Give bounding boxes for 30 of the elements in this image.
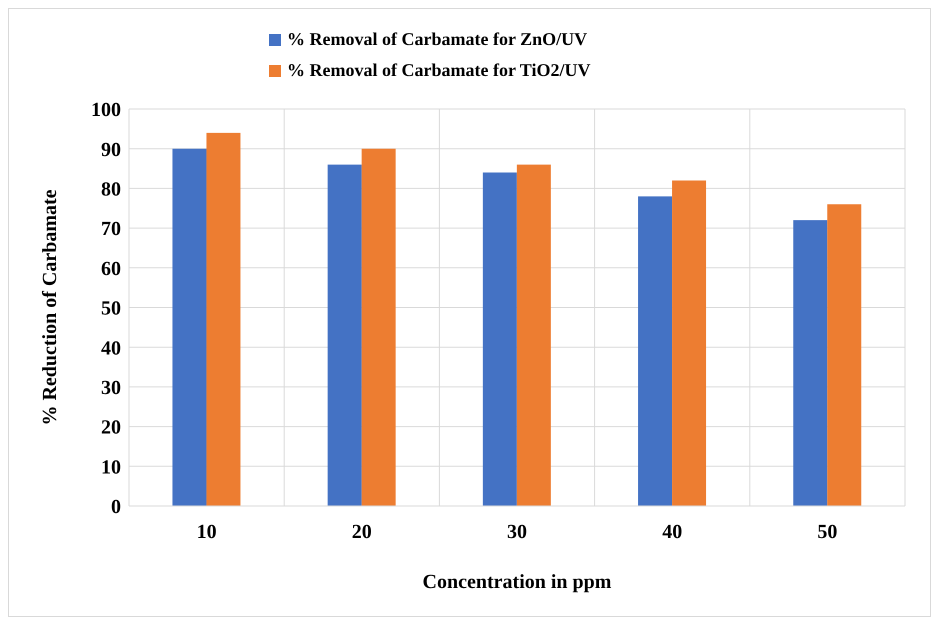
y-tick-label: 50 — [101, 298, 121, 320]
y-tick-label: 60 — [101, 258, 121, 280]
bar — [827, 204, 862, 506]
y-tick-label: 100 — [91, 99, 121, 122]
bar — [206, 132, 240, 506]
y-axis-title: % Reduction of Carbamate — [39, 189, 62, 426]
bar — [328, 164, 362, 506]
y-tick-label: 20 — [101, 416, 121, 439]
y-tick-label: 90 — [101, 138, 121, 161]
bar — [172, 148, 206, 506]
x-tick-label: 40 — [662, 521, 682, 544]
bar — [672, 180, 706, 506]
y-tick-label: 10 — [101, 456, 121, 478]
y-tick-label: 80 — [101, 178, 121, 200]
x-tick-label: 50 — [817, 521, 838, 544]
bar — [638, 196, 672, 506]
bar — [482, 172, 517, 506]
legend-label: % Removal of Carbamate for ZnO/UV — [287, 29, 588, 50]
bar — [362, 148, 396, 506]
bar — [793, 220, 828, 506]
y-tick-label: 0 — [111, 496, 121, 518]
y-tick-label: 70 — [101, 218, 121, 240]
y-tick-label: 30 — [101, 377, 121, 399]
x-tick-label: 10 — [196, 521, 217, 544]
x-tick-label: 30 — [507, 521, 527, 544]
bar — [516, 164, 551, 506]
y-tick-label: 40 — [101, 337, 121, 360]
x-axis-title: Concentration in ppm — [422, 571, 612, 593]
x-tick-label: 20 — [352, 521, 372, 544]
legend-label: % Removal of Carbamate for TiO2/UV — [287, 60, 590, 81]
